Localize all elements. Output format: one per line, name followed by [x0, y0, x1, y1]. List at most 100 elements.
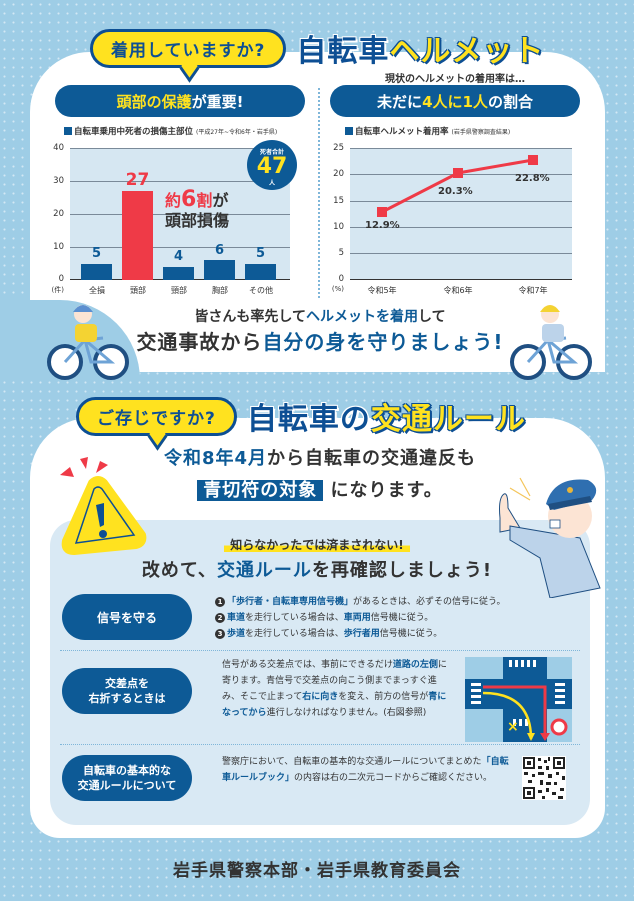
rulebook-link: 「自転車ルールブック」 [222, 757, 509, 783]
y-tick: 20 [53, 209, 64, 219]
bar-value: 4 [173, 249, 184, 264]
helmet-title-row: 着用していますか? 自転車ヘルメット [90, 26, 544, 70]
bar-chart-plot: 5 27 4 6 5 約6割が 頭部損傷 [70, 148, 290, 280]
y-unit: (件) [51, 286, 64, 294]
bar-chest [204, 260, 235, 280]
gridline [70, 181, 290, 182]
row-divider [60, 650, 580, 651]
rule-text: 信号がある交差点では、事前にできるだけ [222, 660, 393, 670]
bar-chart-title: 自転車乗用中死者の損傷主部位 [74, 127, 194, 137]
rule-bold: 青になってから [222, 692, 447, 718]
label-line: 交通ルールについて [77, 779, 177, 792]
boy-cyclist-illustration-icon [47, 305, 129, 380]
bar-zenson [81, 264, 112, 280]
bar-value: 27 [125, 170, 150, 190]
announce-line-1: 令和8年4月から自転車の交通違反も [110, 444, 530, 470]
gridline [350, 227, 572, 228]
rules-title-row: ご存じですか? 自転車の交通ルール [76, 394, 526, 438]
point-label: 12.9% [365, 220, 400, 231]
bar-other [245, 264, 276, 280]
one-in-four-pill: 未だに 4人に1人 の割合 [330, 85, 580, 117]
number-circle-icon: 2 [215, 613, 225, 623]
rule-text: があるときは、必ずその信号に従う。 [353, 597, 506, 607]
rule-bold: 道路の左側 [392, 660, 438, 670]
slogan-line-1: 皆さんも率先してヘルメットを着用して [110, 306, 530, 326]
rule-text: 進行しなければなりません。(右図参照) [266, 708, 427, 718]
rule-bold: 歩行者用 [343, 629, 380, 639]
rule-bold: 歩道 [227, 629, 246, 639]
x-tick: 全損 [89, 286, 105, 295]
rule-text: 信号機に従う。 [379, 629, 443, 639]
bar-value: 5 [91, 246, 102, 261]
slogan-hl: ヘルメットを着用 [306, 309, 418, 325]
gridline [70, 148, 290, 149]
rule-label-right-turn: 交差点を 右折するときは [62, 668, 192, 714]
helmet-title: 自転車ヘルメット [296, 26, 544, 70]
legend-square-icon [64, 127, 72, 135]
bar-value: 5 [255, 246, 266, 261]
gridline [350, 201, 572, 202]
rule-bold: 右に向き [302, 692, 339, 702]
y-tick: 20 [333, 169, 344, 179]
pill-highlight: 4人に1人 [422, 92, 488, 111]
rule-bold: 「歩行者・自転車専用信号機」 [227, 597, 354, 607]
slogan-line-2: 交通事故から自分の身を守りましょう! [110, 326, 530, 355]
helmet-title-b: ヘルメット [389, 34, 545, 69]
rule-item: 1 「歩行者・自転車専用信号機」があるときは、必ずその信号に従う。 [215, 594, 575, 610]
rule-text: に寄ります。青信号で交差点の向こう側までまっすぐ進み、そこで止まって [222, 660, 447, 702]
line-chart-plot: 12.9% 20.3% 22.8% [350, 148, 572, 280]
blue-ticket-label: 青切符の対象 [197, 480, 324, 501]
svg-text:×: × [507, 719, 519, 735]
rule-bold: 車両用 [343, 613, 371, 623]
total-deaths-badge: 死者合計 47 人 [247, 140, 297, 190]
rules-title: 自転車の交通ルール [247, 394, 526, 438]
bar-head [122, 191, 153, 280]
label-line: 自転車の基本的な [83, 764, 171, 777]
gridline [350, 253, 572, 254]
line-chart-title: 自転車ヘルメット着用率 [355, 127, 449, 137]
announce-rest: から自転車の交通違反も [267, 448, 477, 469]
number-circle-icon: 1 [215, 597, 225, 607]
rule-text: の内容は右の二次元コードからご確認ください。 [294, 773, 493, 783]
slogan-hl: 自分の身を守りましょう! [262, 330, 504, 354]
callout-line2: 頭部損傷 [165, 211, 230, 230]
point-label: 22.8% [515, 173, 550, 184]
slogan-a: 交通事故から [136, 330, 263, 354]
rule-text: を変え、前方の信号が [338, 692, 429, 702]
callout-a: 約 [165, 191, 182, 210]
y-tick: 0 [338, 274, 344, 284]
x-tick: 令和5年 [367, 286, 397, 295]
callout-b: 割 [196, 191, 213, 210]
warning-icon [60, 457, 147, 555]
label-line: 右折するときは [88, 692, 166, 705]
helmet-rate-line [377, 155, 538, 217]
point-label: 20.3% [438, 186, 473, 197]
helmet-question-bubble: 着用していますか? [90, 28, 287, 68]
warning-subtitle: 知らなかったでは済まされない! [224, 538, 410, 552]
announce-line-2: 青切符の対象 になります。 [110, 476, 530, 502]
warning-sub-wrap: 知らなかったでは済まされない! [0, 534, 634, 553]
announce-date: 令和8年4月 [163, 448, 268, 469]
x-tick: 胸部 [212, 286, 228, 295]
x-tick: 令和7年 [518, 286, 548, 295]
y-tick: 5 [338, 248, 344, 258]
rule-signal-items: 1 「歩行者・自転車専用信号機」があるときは、必ずその信号に従う。 2 車道を走行し… [215, 594, 575, 642]
legend-square-icon [345, 127, 353, 135]
y-tick: 25 [333, 143, 344, 153]
warning-main: 改めて、交通ルールを再確認しましょう! [0, 556, 634, 582]
y-tick: 10 [53, 242, 64, 252]
rules-title-a: 自転車の [246, 402, 371, 437]
x-tick: その他 [249, 286, 273, 295]
rule-text: を走行している場合は、 [245, 629, 344, 639]
pill-rest: が重要! [191, 92, 244, 111]
badge-unit: 人 [268, 180, 275, 187]
six-out-of-ten-callout: 約6割が 頭部損傷 [165, 189, 230, 231]
bar-neck [163, 267, 194, 280]
bar-chart-caption: 自転車乗用中死者の損傷主部位 (平成27年~令和6年・岩手県) [64, 125, 277, 137]
pill-highlight: 頭部の保護 [116, 92, 192, 111]
bar-chart-subtitle: (平成27年~令和6年・岩手県) [196, 128, 278, 136]
qr-code-icon[interactable] [522, 756, 566, 800]
police-officer-illustration-icon [499, 477, 601, 598]
pill-a: 未だに [377, 92, 423, 111]
y-unit: (%) [331, 285, 344, 293]
